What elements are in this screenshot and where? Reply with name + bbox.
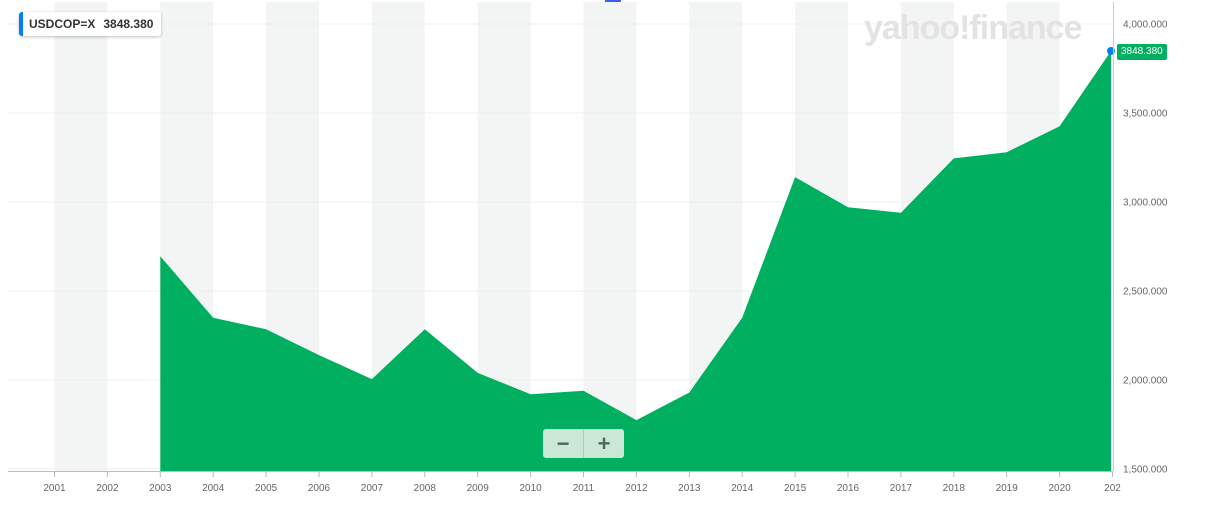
x-tick-label: 2018 xyxy=(943,483,966,494)
zoom-out-button[interactable]: − xyxy=(556,430,570,456)
series-area xyxy=(160,51,1112,471)
x-tick-label: 2015 xyxy=(784,483,807,494)
series-legend[interactable]: USDCOP=X 3848.380 xyxy=(19,12,162,36)
y-tick-label: 2,500.000 xyxy=(1123,287,1168,298)
x-tick-label: 2012 xyxy=(625,483,648,494)
legend-value: 3848.380 xyxy=(103,17,154,31)
x-tick-label: 2013 xyxy=(678,483,701,494)
x-tick-label: 2007 xyxy=(361,483,384,494)
x-tick-label: 2005 xyxy=(255,483,278,494)
x-tick-label: 2019 xyxy=(996,483,1019,494)
y-tick-label: 4,000.000 xyxy=(1123,20,1168,31)
x-axis: 2001 2002 2003 2004 2005 2006 2007 2008 2009 2010… xyxy=(8,471,1121,494)
x-tick-label: 202 xyxy=(1104,483,1121,494)
x-tick-label: 2016 xyxy=(837,483,860,494)
x-tick-label: 2004 xyxy=(202,483,225,494)
x-tick-label: 2009 xyxy=(467,483,490,494)
legend-symbol: USDCOP=X xyxy=(29,17,96,31)
top-range-marker xyxy=(605,0,621,2)
y-tick-label: 1,500.000 xyxy=(1123,465,1168,476)
zoom-in-button[interactable]: + xyxy=(597,430,611,456)
series-color-marker xyxy=(19,12,23,36)
yahoo-finance-watermark: yahoo!finance xyxy=(864,9,1082,47)
y-tick-label: 3,000.000 xyxy=(1123,198,1168,209)
y-axis: 1,500.000 2,000.000 2,500.000 3,000.000 3,50… xyxy=(1113,2,1168,476)
x-tick-label: 2014 xyxy=(731,483,754,494)
zoom-controls: − + xyxy=(543,429,624,458)
y-tick-label: 2,000.000 xyxy=(1123,376,1168,387)
x-tick-label: 2020 xyxy=(1048,483,1071,494)
x-tick-label: 2006 xyxy=(308,483,331,494)
x-tick-label: 2003 xyxy=(149,483,172,494)
x-tick-label: 2001 xyxy=(43,483,66,494)
x-tick-label: 2017 xyxy=(890,483,913,494)
last-price-tag: 3848.380 xyxy=(1117,44,1167,60)
y-tick-label: 3,500.000 xyxy=(1123,109,1168,120)
x-tick-label: 2010 xyxy=(519,483,542,494)
year-band xyxy=(583,2,637,471)
x-tick-label: 2008 xyxy=(414,483,437,494)
year-band xyxy=(54,2,108,471)
x-tick-label: 2011 xyxy=(573,483,595,494)
x-tick-label: 2002 xyxy=(96,483,119,494)
zoom-separator xyxy=(583,429,584,458)
